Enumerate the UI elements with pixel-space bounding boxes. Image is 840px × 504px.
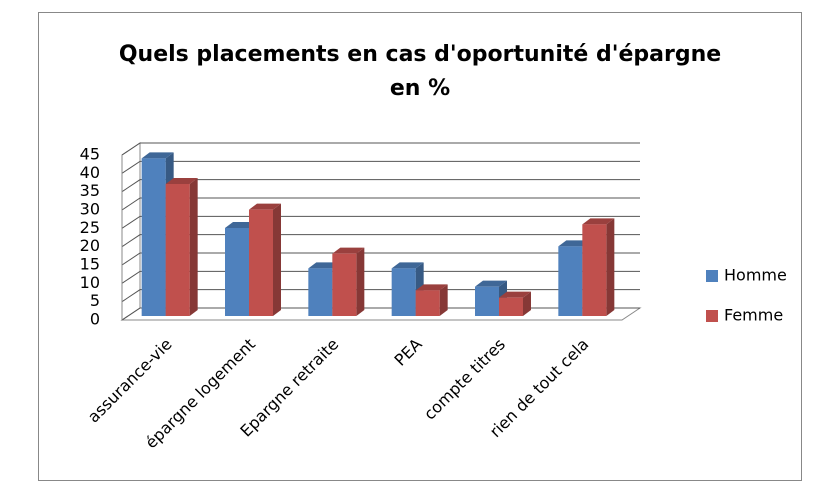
- bar-top: [249, 203, 281, 210]
- x-tick-label: compte titres: [420, 335, 509, 424]
- bar: [249, 209, 273, 316]
- bar-side: [523, 291, 531, 316]
- grid-line: [121, 307, 640, 321]
- x-tick-label: PEA: [391, 335, 426, 370]
- bar-top: [391, 262, 424, 269]
- legend-label: Femme: [724, 306, 783, 325]
- y-tick-label: 20: [80, 236, 100, 255]
- grid-line: [121, 215, 640, 229]
- legend-swatch: [706, 270, 718, 282]
- bar: [582, 224, 607, 316]
- bar: [141, 158, 166, 316]
- grid-line: [121, 252, 640, 266]
- grid-line: [121, 289, 640, 303]
- legend-label: Homme: [724, 266, 787, 285]
- bar-side: [439, 284, 448, 316]
- bar: [415, 290, 440, 316]
- chart-frame: [38, 12, 802, 481]
- y-tick-label: 45: [80, 145, 100, 164]
- y-tick-label: 0: [90, 310, 100, 329]
- bar-top: [475, 280, 507, 287]
- bar-top: [165, 178, 198, 184]
- bar-top: [499, 291, 531, 298]
- bar: [225, 228, 249, 316]
- bar: [391, 268, 416, 316]
- grid-line: [121, 234, 640, 248]
- grid-line: [121, 197, 640, 211]
- y-tick-label: 5: [90, 291, 100, 310]
- bar-top: [582, 218, 615, 225]
- bar: [308, 268, 333, 316]
- bar-top: [141, 152, 174, 159]
- y-tick-label: 35: [80, 181, 100, 200]
- y-tick-label: 30: [80, 200, 100, 219]
- bar-top: [415, 284, 448, 291]
- bar: [475, 286, 499, 316]
- bar-side: [273, 203, 281, 316]
- bar: [499, 297, 523, 316]
- grid-line: [121, 179, 640, 193]
- grid-line: [121, 270, 640, 284]
- legend-swatch: [706, 310, 718, 322]
- grid-line: [121, 142, 640, 156]
- bar-side: [189, 178, 198, 316]
- bar-side: [356, 247, 365, 316]
- y-tick-label: 25: [80, 218, 100, 237]
- bar: [558, 246, 583, 316]
- grid-line: [121, 160, 640, 174]
- y-tick-label: 10: [80, 273, 100, 292]
- bar-side: [606, 218, 615, 316]
- y-tick-label: 15: [80, 255, 100, 274]
- bar: [332, 253, 357, 316]
- bar: [165, 184, 190, 316]
- side-wall: [121, 142, 141, 321]
- y-tick-label: 40: [80, 163, 100, 182]
- chart-title: Quels placements en cas d'oportunité d'é…: [118, 42, 722, 101]
- x-tick-label: assurance-vie: [84, 335, 176, 427]
- bar-top: [332, 247, 365, 254]
